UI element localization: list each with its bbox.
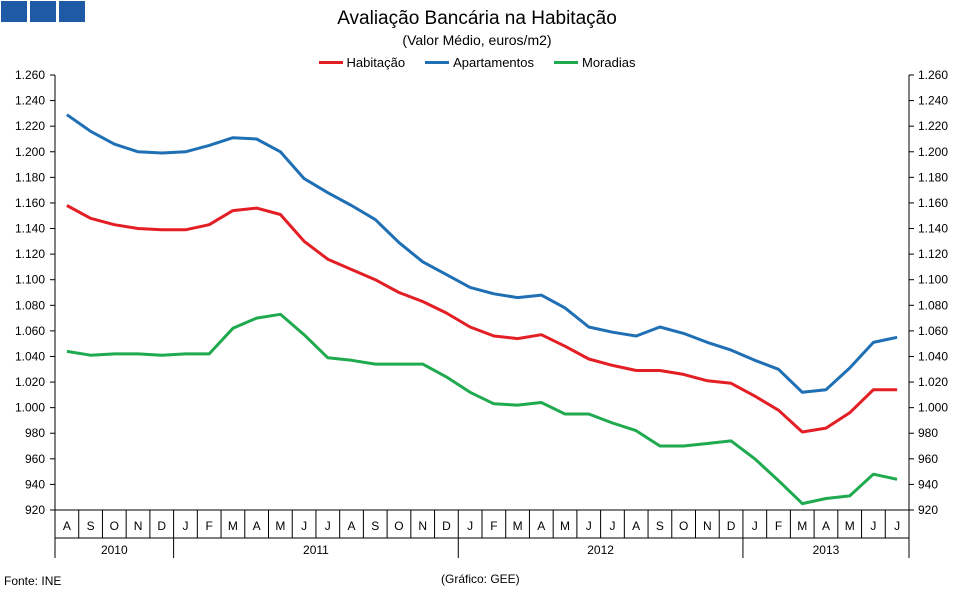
legend: Habitação Apartamentos Moradias — [0, 55, 954, 70]
y-tick-label-right: 1.160 — [918, 196, 948, 210]
x-tick-label: D — [727, 519, 736, 533]
y-tick-label-left: 1.220 — [15, 119, 45, 133]
y-tick-label-right: 1.060 — [918, 324, 948, 338]
chart-title: Avaliação Bancária na Habitação — [337, 8, 617, 29]
x-tick-label: D — [157, 519, 166, 533]
y-tick-label-right: 1.220 — [918, 119, 948, 133]
x-tick-label: O — [110, 519, 119, 533]
x-tick-label: O — [394, 519, 403, 533]
y-tick-label-right: 1.120 — [918, 247, 948, 261]
y-tick-label-left: 1.100 — [15, 273, 45, 287]
y-tick-label-left: 1.240 — [15, 94, 45, 108]
y-tick-label-right: 940 — [918, 477, 938, 491]
y-tick-label-left: 1.060 — [15, 324, 45, 338]
y-tick-label-right: 1.080 — [918, 298, 948, 312]
source-note: Fonte: INE — [4, 574, 62, 588]
year-label: 2012 — [587, 543, 614, 557]
y-tick-label-right: 1.260 — [918, 68, 948, 82]
y-tick-label-right: 1.240 — [918, 94, 948, 108]
series-line-habitação — [66, 204, 898, 434]
y-tick-label-left: 1.020 — [15, 375, 45, 389]
logo — [1, 1, 85, 22]
legend-swatch — [425, 61, 450, 64]
x-tick-label: F — [206, 519, 213, 533]
x-tick-label: F — [490, 519, 497, 533]
y-tick-label-left: 980 — [25, 426, 45, 440]
x-tick-label: J — [182, 519, 188, 533]
y-tick-label-right: 1.000 — [918, 401, 948, 415]
legend-item-moradias: Moradias — [554, 55, 635, 70]
x-tick-label: J — [609, 519, 615, 533]
x-tick-label: N — [418, 519, 427, 533]
x-tick-label: A — [253, 519, 261, 533]
x-tick-label: M — [228, 519, 238, 533]
x-tick-label: M — [275, 519, 285, 533]
x-tick-label: J — [586, 519, 592, 533]
legend-label: Moradias — [582, 55, 636, 70]
x-tick-label: M — [560, 519, 570, 533]
y-tick-label-left: 920 — [25, 503, 45, 517]
year-label: 2011 — [303, 543, 329, 557]
legend-item-habitacao: Habitação — [318, 55, 406, 70]
y-tick-label-right: 920 — [918, 503, 938, 517]
x-tick-label: A — [822, 519, 830, 533]
year-label: 2010 — [101, 543, 128, 557]
legend-swatch — [318, 61, 343, 64]
y-tick-label-right: 1.200 — [918, 145, 948, 159]
year-label: 2013 — [813, 543, 840, 557]
x-tick-label: J — [894, 519, 900, 533]
y-tick-label-right: 1.040 — [918, 349, 948, 363]
x-tick-label: S — [656, 519, 664, 533]
legend-label: Apartamentos — [453, 55, 534, 70]
y-tick-label-left: 1.080 — [15, 298, 45, 312]
logo-block — [59, 1, 85, 22]
x-tick-label: J — [752, 519, 758, 533]
x-tick-label: N — [703, 519, 712, 533]
chart-subtitle: (Valor Médio, euros/m2) — [402, 32, 552, 48]
x-tick-label: J — [467, 519, 473, 533]
x-tick-label: S — [371, 519, 379, 533]
y-tick-label-left: 1.160 — [15, 196, 45, 210]
y-tick-label-right: 960 — [918, 452, 938, 466]
y-tick-label-left: 1.180 — [15, 170, 45, 184]
series-line-apartamentos — [66, 113, 898, 394]
y-tick-label-right: 1.180 — [918, 170, 948, 184]
x-tick-label: A — [63, 519, 71, 533]
x-tick-label: J — [301, 519, 307, 533]
y-tick-label-left: 1.000 — [15, 401, 45, 415]
x-tick-label: A — [537, 519, 545, 533]
logo-block — [1, 1, 27, 22]
x-tick-label: F — [775, 519, 782, 533]
x-tick-label: M — [845, 519, 855, 533]
legend-label: Habitação — [346, 55, 406, 70]
y-tick-label-left: 1.040 — [15, 349, 45, 363]
y-tick-label-left: 1.120 — [15, 247, 45, 261]
x-tick-label: M — [513, 519, 523, 533]
y-tick-label-left: 960 — [25, 452, 45, 466]
legend-item-apartamentos: Apartamentos — [425, 55, 534, 70]
x-tick-label: N — [134, 519, 143, 533]
x-tick-label: J — [325, 519, 331, 533]
logo-block — [30, 1, 56, 22]
legend-swatch — [554, 61, 578, 64]
y-tick-label-right: 980 — [918, 426, 938, 440]
y-tick-label-right: 1.020 — [918, 375, 948, 389]
y-tick-label-right: 1.140 — [918, 222, 948, 236]
x-tick-label: A — [348, 519, 356, 533]
y-tick-label-left: 1.260 — [15, 68, 45, 82]
y-tick-label-left: 1.140 — [15, 222, 45, 236]
x-tick-label: D — [442, 519, 451, 533]
y-tick-label-right: 1.100 — [918, 273, 948, 287]
x-tick-label: J — [870, 519, 876, 533]
x-tick-label: S — [87, 519, 95, 533]
x-tick-label: A — [632, 519, 640, 533]
x-tick-label: O — [679, 519, 688, 533]
credit-note: (Gráfico: GEE) — [441, 572, 520, 586]
y-tick-label-left: 1.200 — [15, 145, 45, 159]
x-tick-label: M — [797, 519, 807, 533]
series-line-moradias — [66, 312, 898, 506]
y-tick-label-left: 940 — [25, 477, 45, 491]
